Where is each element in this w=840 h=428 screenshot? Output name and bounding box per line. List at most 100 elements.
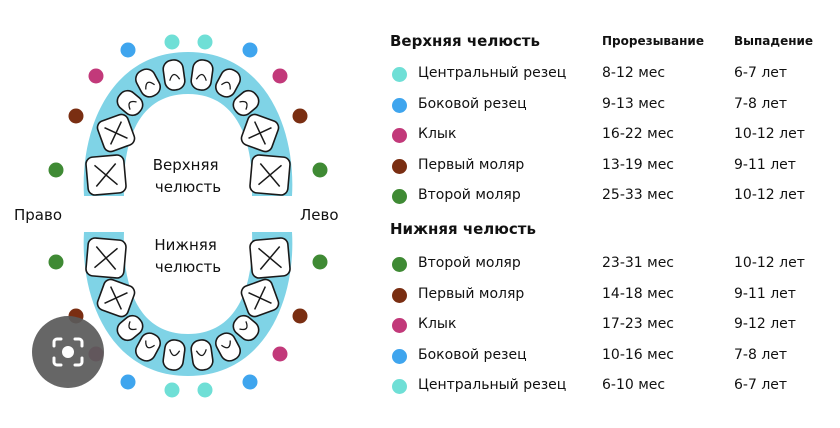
lens-search-button[interactable] <box>32 316 104 388</box>
lower-canine <box>116 314 144 342</box>
lower-canine-marker <box>272 346 288 362</box>
upper-canine <box>116 89 144 117</box>
lower-central-incisor <box>162 339 186 371</box>
upper-lateral-incisor <box>135 68 161 98</box>
tooth-name: Центральный резец <box>418 377 567 393</box>
lower-jaw-row: Боковой резец 10-16 мес 7-8 лет <box>388 346 828 368</box>
loss-age: 9-11 лет <box>734 285 796 302</box>
lower-jaw-row: Второй моляр 23-31 мес 10-12 лет <box>388 254 828 276</box>
eruption-age: 25-33 мес <box>602 187 675 203</box>
eruption-age: 9-13 мес <box>602 95 666 112</box>
loss-age: 7-8 лет <box>734 346 788 363</box>
upper-canine-marker <box>272 68 288 84</box>
upper-second-molar-marker <box>48 162 64 178</box>
upper-jaw-row: Центральный резец 8-12 мес 6-7 лет <box>388 64 828 86</box>
tooth-color-dot <box>392 348 407 364</box>
eruption-age: 13-19 мес <box>602 156 675 173</box>
tooth-color-dot <box>392 67 407 82</box>
lower-first-molar <box>96 278 136 318</box>
lower-jaw-row: Клык 17-23 мес 9-12 лет <box>388 315 828 337</box>
tooth-name: Клык <box>418 316 457 332</box>
lower-jaw-row: Центральный резец 6-10 мес 6-7 лет <box>388 376 828 398</box>
right-side-label: Право <box>14 206 63 224</box>
upper-jaw-row: Первый моляр 13-19 мес 9-11 лет <box>388 156 828 178</box>
lower-central-incisor-marker <box>197 382 213 398</box>
tooth-name: Второй моляр <box>418 187 521 203</box>
upper-jaw-label-line2: челюсть <box>155 178 221 196</box>
lower-lateral-incisor-marker <box>242 374 258 390</box>
upper-canine <box>232 89 260 117</box>
tooth-color-dot <box>392 128 407 143</box>
tooth-color-dot <box>392 257 407 272</box>
loss-age: 7-8 лет <box>734 95 788 112</box>
tooth-color-dot <box>392 158 407 174</box>
tooth-color-dot <box>392 97 407 113</box>
upper-jaw-title: Верхняя челюсть <box>390 32 540 50</box>
upper-jaw-row: Боковой резец 9-13 мес 7-8 лет <box>388 95 828 117</box>
eruption-age: 16-22 мес <box>602 126 675 142</box>
lower-canine <box>232 314 260 342</box>
lower-central-incisor <box>190 339 214 371</box>
tooth-name: Первый моляр <box>418 156 525 173</box>
tooth-name: Центральный резец <box>418 65 567 81</box>
loss-age: 9-11 лет <box>734 156 796 173</box>
upper-first-molar <box>240 113 280 153</box>
tooth-color-dot <box>392 287 407 303</box>
eruption-age: 10-16 мес <box>602 346 675 363</box>
tooth-name: Боковой резец <box>418 346 527 363</box>
tooth-color-dot <box>392 318 407 333</box>
lower-lateral-incisor <box>135 332 161 362</box>
lower-second-molar <box>85 237 127 279</box>
upper-second-molar-marker <box>312 162 328 178</box>
upper-central-incisor-marker <box>164 34 180 50</box>
lower-arch <box>83 232 293 376</box>
upper-lateral-incisor <box>215 68 241 98</box>
lower-second-molar-marker <box>312 254 328 270</box>
eruption-age: 23-31 мес <box>602 255 675 271</box>
loss-age: 6-7 лет <box>734 65 788 81</box>
upper-second-molar <box>85 154 127 196</box>
loss-column-header: Выпадение <box>734 34 814 48</box>
lower-second-molar <box>249 237 291 279</box>
upper-first-molar <box>96 113 136 153</box>
tooth-name: Боковой резец <box>418 95 527 112</box>
eruption-column-header: Прорезывание <box>602 34 704 48</box>
lower-lateral-incisor <box>215 332 241 362</box>
upper-jaw-row: Второй моляр 25-33 мес 10-12 лет <box>388 186 828 208</box>
loss-age: 10-12 лет <box>734 126 805 142</box>
lower-central-incisor-marker <box>164 382 180 398</box>
eruption-age: 6-10 мес <box>602 377 666 393</box>
left-side-label: Лево <box>300 206 339 224</box>
upper-canine-marker <box>88 68 104 84</box>
tooth-color-dot <box>392 379 407 394</box>
tooth-color-dot <box>392 189 407 204</box>
upper-first-molar-marker <box>292 108 308 124</box>
svg-text:Нижняя челюсть: Нижняя челюсть <box>154 236 221 276</box>
lower-jaw-label-line1: Нижняя <box>154 236 216 254</box>
eruption-age: 17-23 мес <box>602 316 675 332</box>
upper-lateral-incisor-marker <box>242 42 258 58</box>
upper-jaw-label-line1: Верхняя <box>153 156 219 174</box>
lower-jaw-row: Первый моляр 14-18 мес 9-11 лет <box>388 285 828 307</box>
lower-jaw-label-line2: челюсть <box>155 258 221 276</box>
loss-age: 10-12 лет <box>734 187 805 203</box>
loss-age: 10-12 лет <box>734 255 805 271</box>
upper-jaw-row: Клык 16-22 мес 10-12 лет <box>388 125 828 147</box>
upper-lateral-incisor-marker <box>120 42 136 58</box>
tooth-name: Первый моляр <box>418 285 525 302</box>
jaw-diagram: Верхняя челюсть Нижняя челюсть <box>48 34 328 398</box>
upper-arch <box>83 52 293 196</box>
eruption-age: 8-12 мес <box>602 65 666 81</box>
tooth-name: Клык <box>418 126 457 142</box>
upper-first-molar-marker <box>68 108 84 124</box>
svg-text:Верхняя челюсть: Верхняя челюсть <box>153 156 224 196</box>
eruption-age: 14-18 мес <box>602 285 675 302</box>
lower-first-molar-marker <box>292 308 308 324</box>
upper-central-incisor <box>162 59 186 91</box>
upper-central-incisor <box>190 59 214 91</box>
lower-first-molar <box>240 278 280 318</box>
upper-central-incisor-marker <box>197 34 213 50</box>
loss-age: 9-12 лет <box>734 316 796 332</box>
lower-second-molar-marker <box>48 254 64 270</box>
lower-lateral-incisor-marker <box>120 374 136 390</box>
